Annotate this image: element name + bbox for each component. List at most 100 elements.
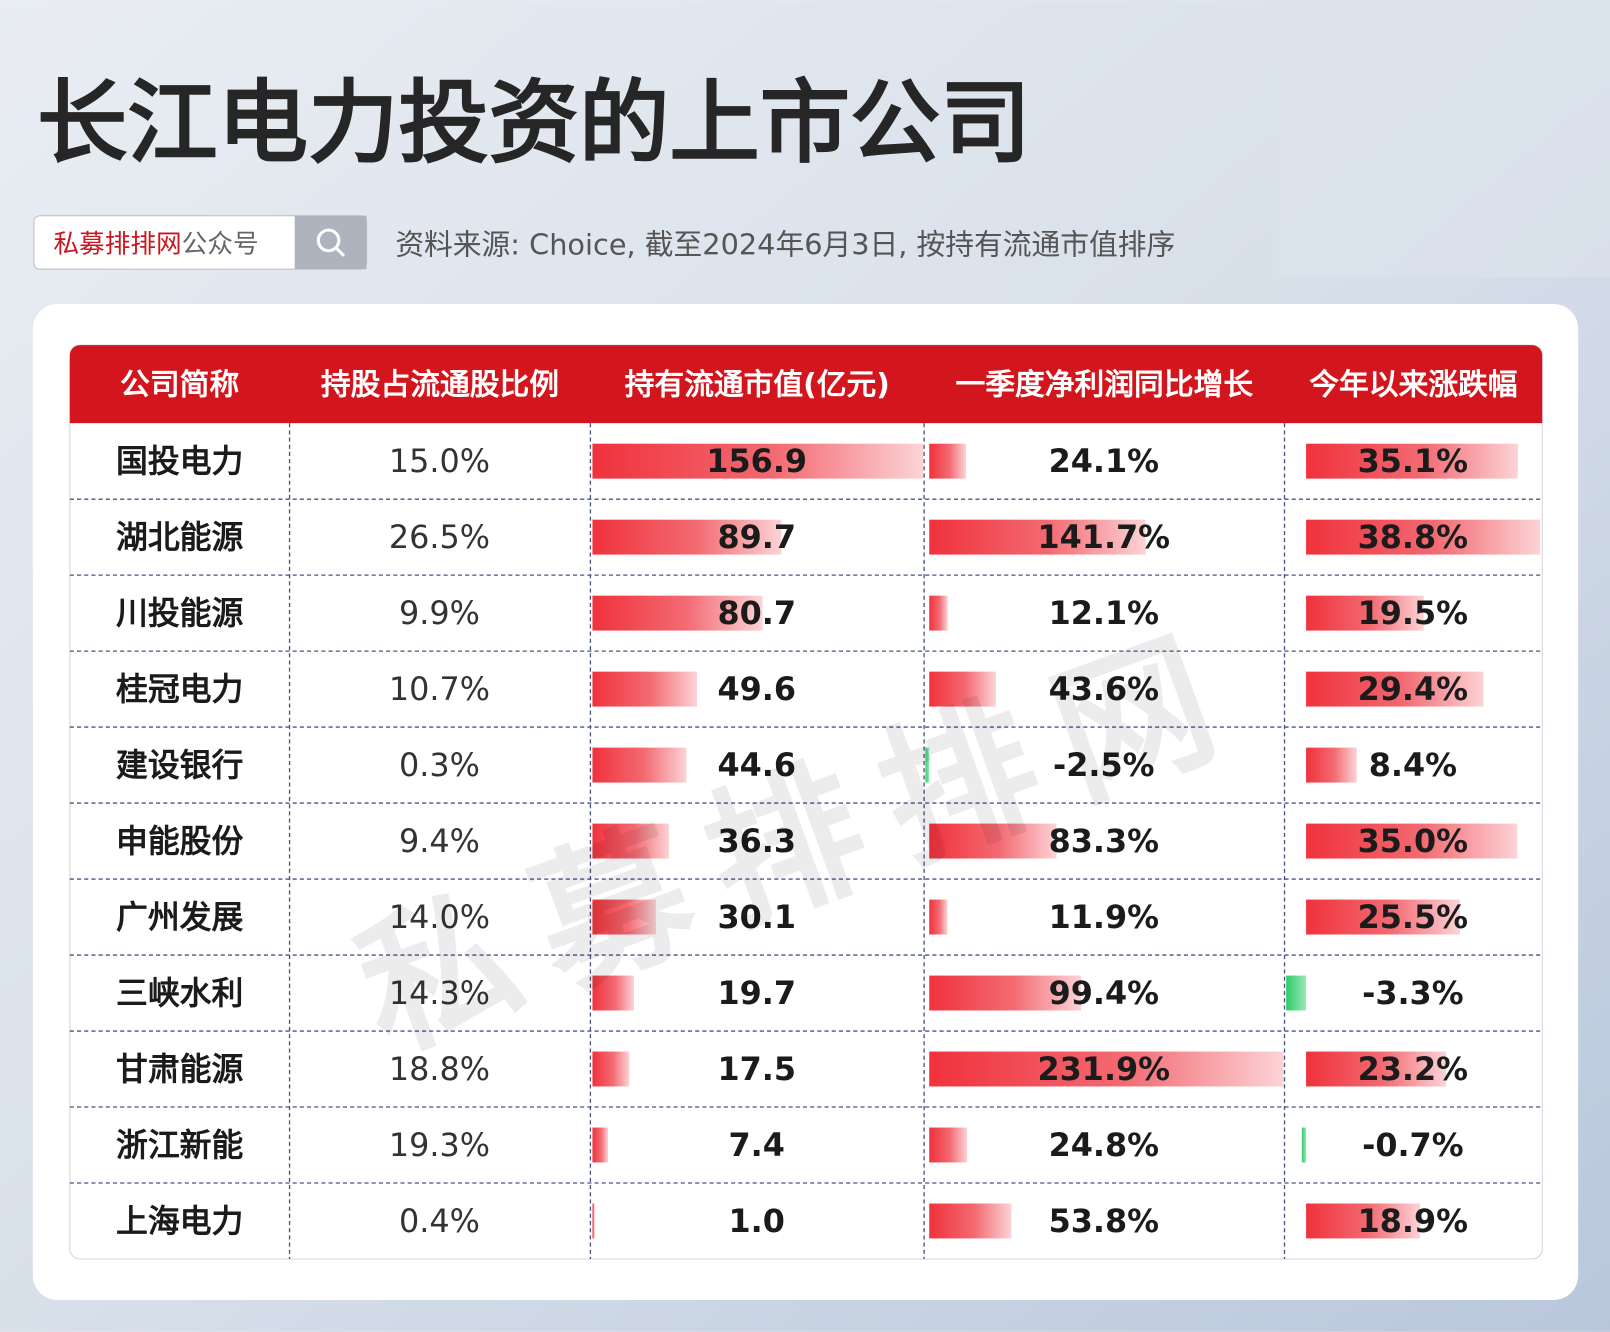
- ytd-change: 23.2%: [1358, 1050, 1468, 1088]
- search-icon: [334, 246, 346, 257]
- data-bar: [1306, 595, 1424, 631]
- data-bar: [929, 823, 1057, 859]
- column-header: 持股占流通股比例: [321, 368, 559, 403]
- market-value: 89.7: [717, 518, 796, 556]
- data-bar: [592, 747, 687, 783]
- market-value: 44.6: [717, 746, 796, 784]
- data-bar: [929, 519, 1146, 555]
- share-ratio: 26.5%: [389, 518, 490, 556]
- ytd-change: 18.9%: [1358, 1202, 1468, 1240]
- search-button[interactable]: [294, 215, 367, 270]
- title: 长江电力投资的上市公司: [37, 71, 1031, 176]
- data-bar: [592, 671, 697, 707]
- data-bar: [929, 975, 1082, 1011]
- ytd-change: 29.4%: [1358, 670, 1468, 708]
- data-bar: [1306, 443, 1518, 479]
- company-name: 三峡水利: [116, 974, 243, 1012]
- data-bar: [592, 595, 763, 631]
- data-bar: [929, 1051, 1284, 1087]
- market-value: 36.3: [717, 822, 796, 860]
- company-name: 甘肃能源: [116, 1050, 243, 1088]
- ytd-change: 8.4%: [1369, 746, 1457, 784]
- data-bar: [1306, 1203, 1421, 1239]
- market-value: 156.9: [706, 442, 807, 480]
- data-bar: [929, 595, 948, 631]
- background-panel: [1278, 0, 1610, 278]
- market-value: 1.0: [729, 1202, 785, 1240]
- share-ratio: 15.0%: [389, 442, 490, 480]
- company-name: 建设银行: [116, 746, 243, 784]
- company-name: 湖北能源: [116, 518, 243, 556]
- share-ratio: 14.0%: [389, 898, 490, 936]
- data-bar: [592, 443, 924, 479]
- data-bar: [592, 1203, 595, 1239]
- data-bar: [592, 899, 656, 935]
- ytd-change: 25.5%: [1358, 898, 1468, 936]
- profit-growth: 83.3%: [1049, 822, 1159, 860]
- company-name: 申能股份: [116, 822, 243, 860]
- share-ratio: 9.4%: [399, 822, 480, 860]
- market-value: 80.7: [717, 594, 796, 632]
- data-bar: [1306, 823, 1518, 859]
- data-bar: [929, 671, 996, 707]
- brand-suffix: 公众号: [182, 230, 259, 260]
- market-value: 17.5: [717, 1050, 796, 1088]
- profit-growth: 231.9%: [1038, 1050, 1171, 1088]
- profit-growth: 24.1%: [1049, 442, 1159, 480]
- column-header: 一季度净利润同比增长: [955, 368, 1253, 403]
- ytd-change: -0.7%: [1362, 1126, 1463, 1164]
- source-note: 资料来源: Choice, 截至2024年6月3日, 按持有流通市值排序: [395, 228, 1175, 262]
- data-bar: [1306, 1051, 1447, 1087]
- data-bar: [929, 899, 948, 935]
- company-name: 桂冠电力: [116, 670, 243, 708]
- data-bar: [592, 1127, 609, 1163]
- profit-growth: 53.8%: [1049, 1202, 1159, 1240]
- data-bar: [1301, 1127, 1307, 1163]
- company-name: 国投电力: [116, 442, 243, 480]
- data-bar: [1306, 519, 1541, 555]
- profit-growth: 141.7%: [1038, 518, 1171, 556]
- search-icon: [316, 228, 341, 253]
- market-value: 19.7: [717, 974, 796, 1012]
- data-bar: [929, 1203, 1012, 1239]
- data-bar: [929, 443, 967, 479]
- profit-growth: 11.9%: [1049, 898, 1159, 936]
- ytd-change: 19.5%: [1358, 594, 1468, 632]
- profit-growth: 24.8%: [1049, 1126, 1159, 1164]
- profit-growth: 99.4%: [1049, 974, 1159, 1012]
- data-bar: [1286, 975, 1307, 1011]
- brand-label: 私募排排网公众号: [53, 230, 258, 260]
- share-ratio: 0.4%: [399, 1202, 480, 1240]
- column-header: 今年以来涨跌幅: [1309, 368, 1517, 403]
- data-bar: [1306, 671, 1484, 707]
- data-bar: [592, 823, 669, 859]
- share-ratio: 18.8%: [389, 1050, 490, 1088]
- share-ratio: 10.7%: [389, 670, 490, 708]
- data-bar: [929, 1127, 968, 1163]
- data-bar: [1306, 899, 1460, 935]
- share-ratio: 0.3%: [399, 746, 480, 784]
- market-value: 49.6: [717, 670, 796, 708]
- company-name: 广州发展: [116, 898, 243, 936]
- market-value: 7.4: [729, 1126, 785, 1164]
- company-name: 川投能源: [116, 594, 243, 632]
- ytd-change: 35.0%: [1358, 822, 1468, 860]
- share-ratio: 19.3%: [389, 1126, 490, 1164]
- share-ratio: 14.3%: [389, 974, 490, 1012]
- company-name: 浙江新能: [116, 1126, 243, 1164]
- ytd-change: 35.1%: [1358, 442, 1468, 480]
- ytd-change: -3.3%: [1362, 974, 1463, 1012]
- data-bar: [925, 747, 930, 783]
- profit-growth: -2.5%: [1053, 746, 1154, 784]
- brand: 私募排排网: [53, 230, 181, 260]
- company-name: 上海电力: [116, 1202, 243, 1240]
- column-header: 持有流通市值(亿元): [625, 368, 890, 403]
- market-value: 30.1: [717, 898, 796, 936]
- column-header: 公司简称: [120, 368, 239, 403]
- table-header: [69, 345, 1543, 424]
- share-ratio: 9.9%: [399, 594, 480, 632]
- profit-growth: 12.1%: [1049, 594, 1159, 632]
- data-bar: [592, 975, 634, 1011]
